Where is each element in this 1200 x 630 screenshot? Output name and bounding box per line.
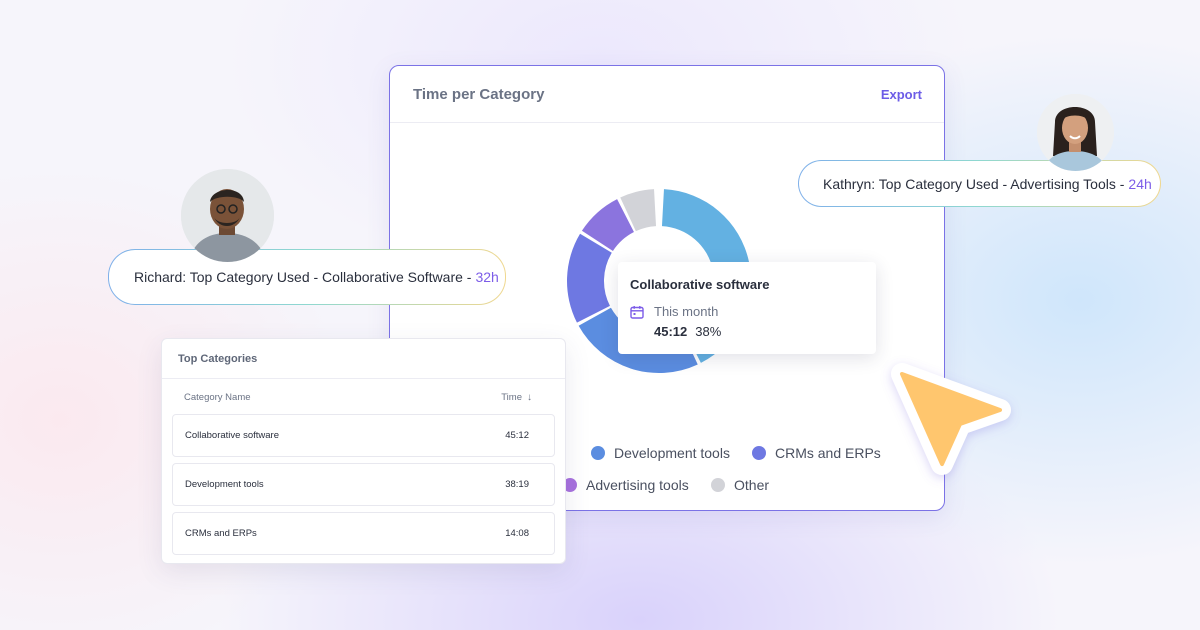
- export-button[interactable]: Export: [880, 86, 922, 102]
- top-categories-card: Top Categories Category Name Time ↓ Colla…: [161, 338, 566, 564]
- column-time-label: Time: [501, 392, 522, 403]
- legend-item-development-tools[interactable]: Development tools: [591, 445, 730, 461]
- richard-hours: 32h: [475, 269, 499, 285]
- avatar: [181, 169, 274, 262]
- card-title: Time per Category: [413, 85, 545, 103]
- donut-slice-other[interactable]: [620, 189, 657, 232]
- tooltip-percent: 38%: [695, 324, 722, 339]
- legend-dot: [752, 446, 766, 460]
- tooltip-time: 45:12: [654, 324, 688, 339]
- table-row[interactable]: Development tools 38:19: [172, 463, 555, 506]
- tooltip-period: This month: [654, 304, 719, 319]
- legend-dot: [711, 478, 725, 492]
- table-row[interactable]: CRMs and ERPs 14:08: [172, 512, 555, 555]
- avatar: [1037, 94, 1114, 171]
- row-time: 45:12: [505, 430, 529, 441]
- calendar-icon: [630, 305, 644, 319]
- table-row[interactable]: Collaborative software 45:12: [172, 414, 555, 457]
- legend-dot: [591, 446, 605, 460]
- sort-down-icon: ↓: [527, 392, 532, 403]
- legend-label: Development tools: [614, 445, 730, 461]
- richard-stat-pill: Richard: Top Category Used - Collaborati…: [108, 249, 506, 305]
- donut-slice-crms-and-erps[interactable]: [567, 233, 612, 323]
- legend-label: Other: [734, 477, 770, 493]
- chart-tooltip: Collaborative software This month 45:12 3…: [618, 262, 876, 354]
- legend-item-crms-and-erps[interactable]: CRMs and ERPs: [752, 445, 881, 461]
- legend-label: Advertising tools: [586, 477, 689, 493]
- legend-item-advertising-tools[interactable]: Advertising tools: [563, 477, 689, 493]
- row-category: Development tools: [185, 479, 264, 490]
- row-category: Collaborative software: [185, 430, 279, 441]
- legend-label: CRMs and ERPs: [775, 445, 881, 461]
- kathryn-hours: 24h: [1128, 175, 1152, 192]
- legend-dot: [563, 478, 577, 492]
- row-category: CRMs and ERPs: [185, 528, 257, 539]
- kathryn-avatar-photo: [1037, 94, 1114, 171]
- row-time: 14:08: [505, 528, 529, 539]
- kathryn-stat-pill: Kathryn: Top Category Used - Advertising…: [798, 160, 1161, 207]
- kathryn-stat-text: Kathryn: Top Category Used - Advertising…: [823, 175, 1125, 192]
- richard-stat-text: Richard: Top Category Used - Collaborati…: [134, 269, 472, 285]
- pointer-cursor-icon: [891, 363, 1011, 475]
- column-time[interactable]: Time ↓: [501, 392, 532, 403]
- legend-item-other[interactable]: Other: [711, 477, 769, 493]
- card-header: Time per Category Export: [390, 66, 944, 123]
- table-header: Category Name Time ↓: [184, 392, 532, 403]
- column-category-name[interactable]: Category Name: [184, 392, 251, 403]
- row-time: 38:19: [505, 479, 529, 490]
- donut-slice-advertising-tools[interactable]: [581, 199, 634, 251]
- richard-avatar-photo: [181, 169, 274, 262]
- tooltip-title: Collaborative software: [630, 277, 770, 292]
- top-categories-title: Top Categories: [162, 339, 565, 379]
